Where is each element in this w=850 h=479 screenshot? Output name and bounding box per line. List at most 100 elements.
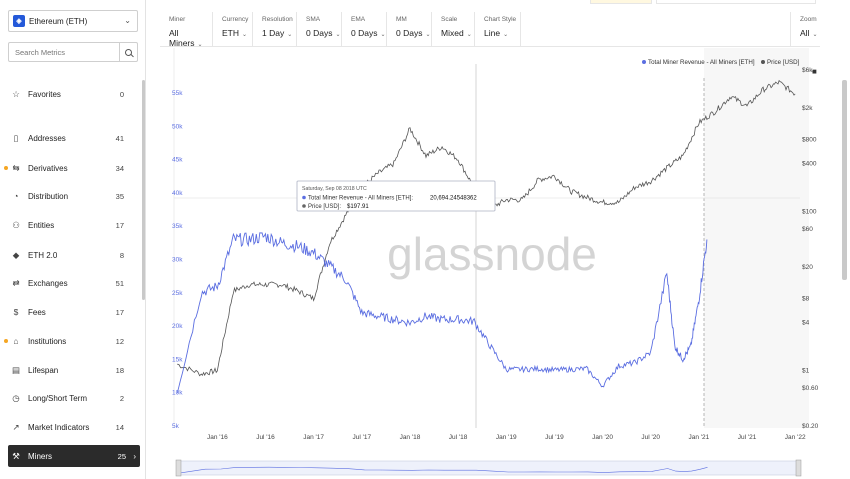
- sidebar-item-institutions[interactable]: ⌂ Institutions 12: [0, 330, 140, 352]
- sidebar-item-count: 51: [115, 278, 124, 288]
- y-left-tick-label: 55k: [172, 90, 183, 97]
- sidebar-item-derivatives[interactable]: ⇆ Derivatives 34: [0, 157, 140, 179]
- toolbar-value-text: 0 Days: [351, 28, 378, 38]
- x-tick-label: Jan '18: [400, 434, 421, 441]
- toolbar-value: Mixed ⌄: [441, 28, 474, 38]
- sidebar-item-long-short-term[interactable]: ◷ Long/Short Term 2: [0, 387, 140, 409]
- recent-period-shade: [704, 48, 809, 428]
- chevron-down-icon: ⌄: [242, 32, 248, 38]
- chevron-down-icon: ⌄: [335, 32, 341, 38]
- exchange-icon: ⇄: [12, 277, 20, 288]
- sidebar-item-market-indicators[interactable]: ↗ Market Indicators 14: [0, 416, 140, 438]
- legend-revenue-label[interactable]: Total Miner Revenue - All Miners [ETH]: [648, 59, 755, 66]
- sidebar-item-count: 8: [119, 250, 124, 260]
- toolbar-value: All Miners ⌄: [169, 28, 212, 48]
- chevron-down-icon: ⌄: [812, 32, 818, 38]
- y-left-tick-label: 10k: [172, 390, 183, 397]
- sidebar-item-eth-2-0[interactable]: ◆ ETH 2.0 8: [0, 244, 140, 266]
- search-input[interactable]: [9, 47, 119, 57]
- camera-icon[interactable]: ■: [812, 67, 817, 76]
- sidebar-item-distribution[interactable]: ◔ Distribution 35: [0, 185, 140, 207]
- y-left-tick-label: 35k: [172, 223, 183, 230]
- sidebar-item-label: Exchanges: [28, 278, 68, 288]
- navigator-left-handle[interactable]: [175, 459, 182, 477]
- x-tick-label: Jul '17: [353, 434, 372, 441]
- derivatives-icon: ⇆: [12, 162, 20, 173]
- toolbar-currency-select[interactable]: Currency ETH ⌄: [213, 12, 253, 46]
- sidebar-item-count: 41: [115, 133, 124, 143]
- toolbar-value-text: 1 Day: [262, 28, 285, 38]
- sidebar-item-fees[interactable]: $ Fees 17: [0, 301, 140, 323]
- sidebar-item-entities[interactable]: ⚇ Entities 17: [0, 214, 140, 236]
- x-tick-label: Jan '22: [785, 434, 806, 441]
- tooltip-revenue-dot: [302, 195, 306, 200]
- y-right-tick-label: $20: [802, 264, 813, 271]
- toolbar-label: Miner: [169, 16, 186, 23]
- toolbar-zoom-select[interactable]: Zoom All ⌄: [790, 12, 820, 46]
- toolbar-sma-select[interactable]: SMA 0 Days ⌄: [297, 12, 342, 46]
- sidebar-item-label: Institutions: [28, 336, 67, 346]
- page-scrollbar[interactable]: [842, 80, 847, 280]
- sidebar-item-count: 17: [115, 220, 124, 230]
- sidebar-item-label: Miners: [28, 451, 53, 461]
- toolbar-label: Zoom: [800, 16, 817, 23]
- sidebar-item-label: Derivatives: [28, 163, 68, 173]
- chevron-down-icon: ⌄: [380, 32, 386, 38]
- toolbar-resolution-select[interactable]: Resolution 1 Day ⌄: [253, 12, 297, 46]
- toolbar-scale-select[interactable]: Scale Mixed ⌄: [432, 12, 475, 46]
- toolbar-value: ETH ⌄: [222, 28, 252, 38]
- search-button[interactable]: [119, 43, 137, 61]
- navigator-right-handle[interactable]: [795, 459, 802, 477]
- chevron-down-icon: ⌄: [425, 32, 431, 38]
- search-box: [8, 42, 138, 62]
- miner-revenue-chart[interactable]: glassnode Jan '16 Jul '16 Jan '17 Jul '17 Ja…: [160, 48, 830, 479]
- y-right-tick-label: $400: [802, 161, 817, 168]
- toolbar-ema-select[interactable]: EMA 0 Days ⌄: [342, 12, 387, 46]
- sidebar-item-count: 18: [115, 365, 124, 375]
- range-navigator[interactable]: [175, 459, 802, 477]
- sidebar: ◈ Ethereum (ETH) ⌄ ☆ Favorites 0 ▯ Addresses…: [0, 0, 146, 479]
- asset-selector[interactable]: ◈ Ethereum (ETH) ⌄: [8, 10, 138, 32]
- watermark: glassnode: [387, 228, 597, 280]
- toolbar-mm-select[interactable]: MM 0 Days ⌄: [387, 12, 432, 46]
- revenue-line: [176, 232, 708, 394]
- sidebar-item-miners[interactable]: ⚒ Miners 25 ›: [8, 445, 140, 467]
- y-left-tick-label: 30k: [172, 257, 183, 264]
- tooltip-revenue-value: 20,694.24548362: [430, 196, 477, 202]
- sidebar-item-favorites[interactable]: ☆ Favorites 0: [0, 83, 140, 105]
- legend-price-label[interactable]: Price [USD]: [767, 59, 800, 66]
- tooltip-revenue-label: Total Miner Revenue - All Miners [ETH]:: [308, 196, 413, 202]
- miners-icon: ⚒: [12, 450, 20, 461]
- y-right-tick-label: $2k: [802, 105, 813, 112]
- sidebar-item-lifespan[interactable]: ▤ Lifespan 18: [0, 359, 140, 381]
- sidebar-scrollbar[interactable]: [142, 80, 145, 300]
- sidebar-item-exchanges[interactable]: ⇄ Exchanges 51: [0, 272, 140, 294]
- tooltip-price-label: Price [USD]:: [308, 204, 341, 210]
- tooltip-price-value: $197.91: [347, 204, 369, 210]
- tooltip-price-dot: [302, 204, 306, 208]
- sidebar-item-count: 25: [117, 451, 126, 461]
- toolbar-value: 0 Days ⌄: [396, 28, 431, 38]
- toolbar-chart-style-select[interactable]: Chart Style Line ⌄: [475, 12, 521, 46]
- toolbar-label: Scale: [441, 16, 458, 23]
- x-tick-label: Jan '21: [688, 434, 709, 441]
- entities-icon: ⚇: [12, 219, 20, 230]
- sidebar-item-count: 34: [115, 163, 124, 173]
- y-left-tick-label: 20k: [172, 323, 183, 330]
- toolbar-miner-select[interactable]: Miner All Miners ⌄: [160, 12, 213, 48]
- x-tick-label: Jan '20: [592, 434, 613, 441]
- sidebar-item-label: Distribution: [28, 191, 69, 201]
- chart-toolbar: Miner All Miners ⌄ Currency ETH ⌄ Resolution 1 …: [160, 12, 820, 48]
- asset-name: Ethereum (ETH): [29, 16, 88, 26]
- x-tick-label: Jan '16: [207, 434, 228, 441]
- toolbar-label: Currency: [222, 16, 249, 23]
- sidebar-item-label: Favorites: [28, 89, 61, 99]
- x-tick-label: Jul '16: [256, 434, 275, 441]
- toolbar-divider: [160, 46, 820, 47]
- y-right-tick-label: $1: [802, 367, 810, 374]
- chevron-down-icon: ⌄: [124, 16, 131, 25]
- toolbar-value-text: 0 Days: [306, 28, 333, 38]
- sidebar-item-addresses[interactable]: ▯ Addresses 41: [0, 127, 140, 149]
- toolbar-value-text: 0 Days: [396, 28, 423, 38]
- hover-tooltip: Saturday, Sep 08 2018 UTC Total Miner Re…: [296, 180, 496, 212]
